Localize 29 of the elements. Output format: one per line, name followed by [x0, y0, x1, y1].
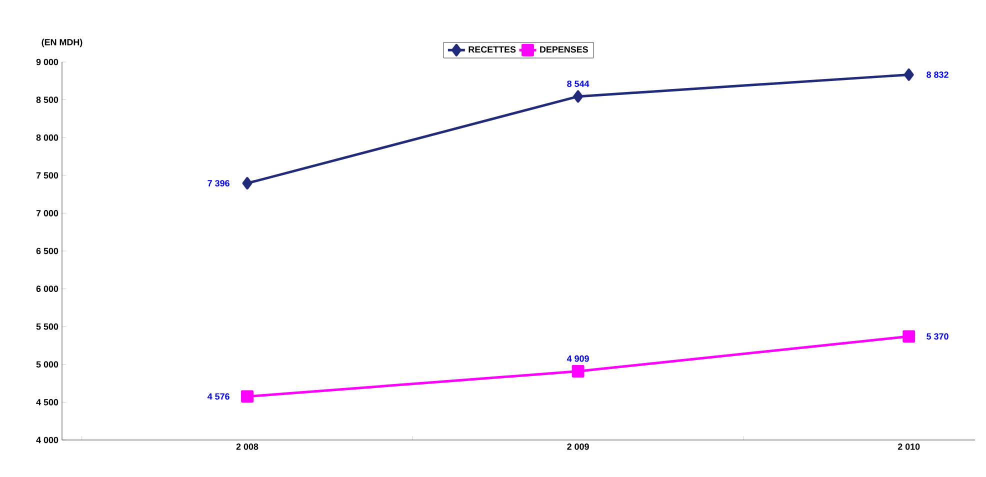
y-tick-label: 6 000	[36, 286, 58, 292]
y-tick-label: 6 500	[36, 248, 58, 254]
x-tick-label: 2 010	[898, 444, 920, 450]
x-tick-label: 2 009	[567, 444, 589, 450]
data-label: 4 909	[566, 355, 589, 362]
data-label: 8 544	[567, 80, 590, 87]
y-tick-label: 9 000	[36, 58, 58, 66]
y-tick-label: 4 500	[36, 399, 58, 406]
data-label: 5 370	[926, 333, 948, 340]
y-tick-label: 8 500	[36, 96, 58, 103]
y-axis-title: (EN MDH)	[42, 38, 82, 48]
y-tick-label: 7 000	[36, 210, 58, 216]
y-tick-label: 5 500	[36, 323, 58, 330]
legend-label: RECETTES	[468, 46, 516, 53]
y-tick-label: 4 000	[36, 436, 58, 444]
point	[241, 390, 254, 403]
point	[573, 90, 584, 103]
y-tick-label: 7 500	[36, 172, 58, 179]
legend-label: DEPENSES	[540, 46, 588, 53]
data-label: 8 832	[926, 72, 948, 78]
point	[904, 68, 914, 81]
x-tick-label: 2 008	[236, 444, 258, 450]
point	[902, 330, 916, 343]
data-label: 4 576	[207, 393, 230, 400]
y-tick-label: 8 000	[36, 134, 58, 141]
point	[242, 177, 252, 190]
point	[572, 365, 584, 378]
y-tick-label: 5 000	[36, 361, 58, 368]
data-label: 7 396	[208, 180, 230, 186]
